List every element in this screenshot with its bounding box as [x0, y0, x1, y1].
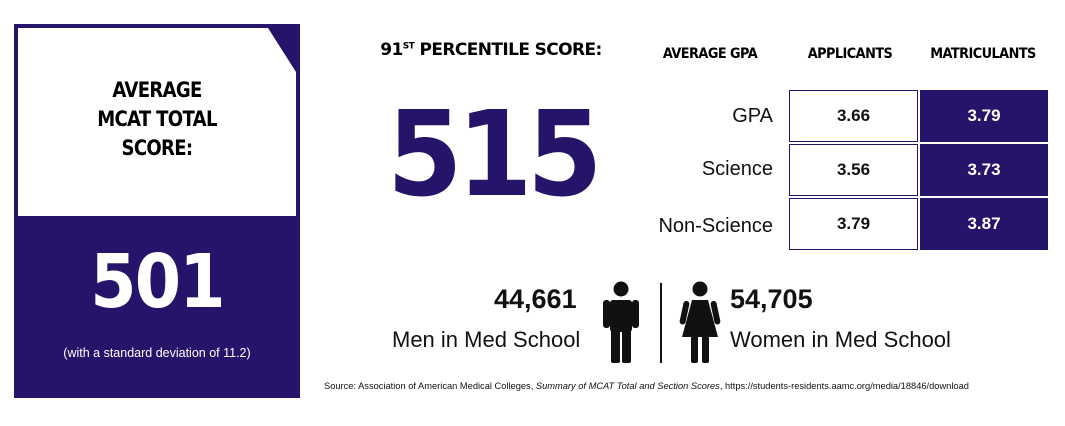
women-label: Women in Med School	[730, 327, 951, 352]
gender-divider	[660, 283, 662, 363]
woman-icon	[679, 281, 721, 363]
header-matriculants: MATRICULANTS	[930, 46, 1036, 62]
card-header-panel: AVERAGE MCAT TOTAL SCORE:	[18, 28, 296, 216]
card-title: AVERAGE MCAT TOTAL SCORE:	[37, 76, 276, 163]
percentile-label-number: 91	[380, 40, 403, 60]
card-title-line-1: AVERAGE	[112, 78, 202, 102]
man-icon	[603, 281, 639, 363]
percentile-label: 91ST PERCENTILE SCORE:	[372, 40, 610, 60]
average-mcat-card: AVERAGE MCAT TOTAL SCORE: 501 (with a st…	[14, 24, 300, 398]
source-title: Summary of MCAT Total and Section Scores	[535, 381, 720, 391]
matriculants-non-science-cell: 3.87	[920, 198, 1048, 250]
applicants-gpa-cell: 3.66	[789, 90, 918, 142]
source-prefix: Source: Association of American Medical …	[324, 381, 536, 391]
men-label: Men in Med School	[392, 327, 581, 352]
card-title-line-3: SCORE:	[121, 136, 194, 160]
applicants-science-cell: 3.56	[789, 144, 918, 196]
percentile-label-ordinal: ST	[402, 41, 415, 52]
row-label-gpa: GPA	[732, 105, 773, 127]
row-label-non-science: Non-Science	[658, 215, 773, 237]
matriculants-gpa-cell: 3.79	[920, 90, 1048, 142]
card-title-line-2: MCAT TOTAL	[97, 107, 217, 131]
standard-deviation-note: (with a standard deviation of 11.2)	[63, 346, 251, 360]
source-suffix: , https://students-residents.aamc.org/me…	[719, 381, 969, 391]
women-count: 54,705	[730, 284, 813, 314]
header-average-gpa: AVERAGE GPA	[662, 46, 758, 62]
percentile-label-text: PERCENTILE SCORE:	[419, 40, 602, 60]
men-count: 44,661	[494, 284, 577, 314]
header-applicants: APPLICANTS	[807, 46, 893, 62]
average-mcat-score: 501	[90, 239, 225, 325]
percentile-score: 515	[386, 85, 603, 223]
applicants-non-science-cell: 3.79	[789, 198, 918, 250]
matriculants-science-cell: 3.73	[920, 144, 1048, 196]
source-citation: Source: Association of American Medical …	[324, 381, 969, 391]
row-label-science: Science	[701, 158, 773, 180]
